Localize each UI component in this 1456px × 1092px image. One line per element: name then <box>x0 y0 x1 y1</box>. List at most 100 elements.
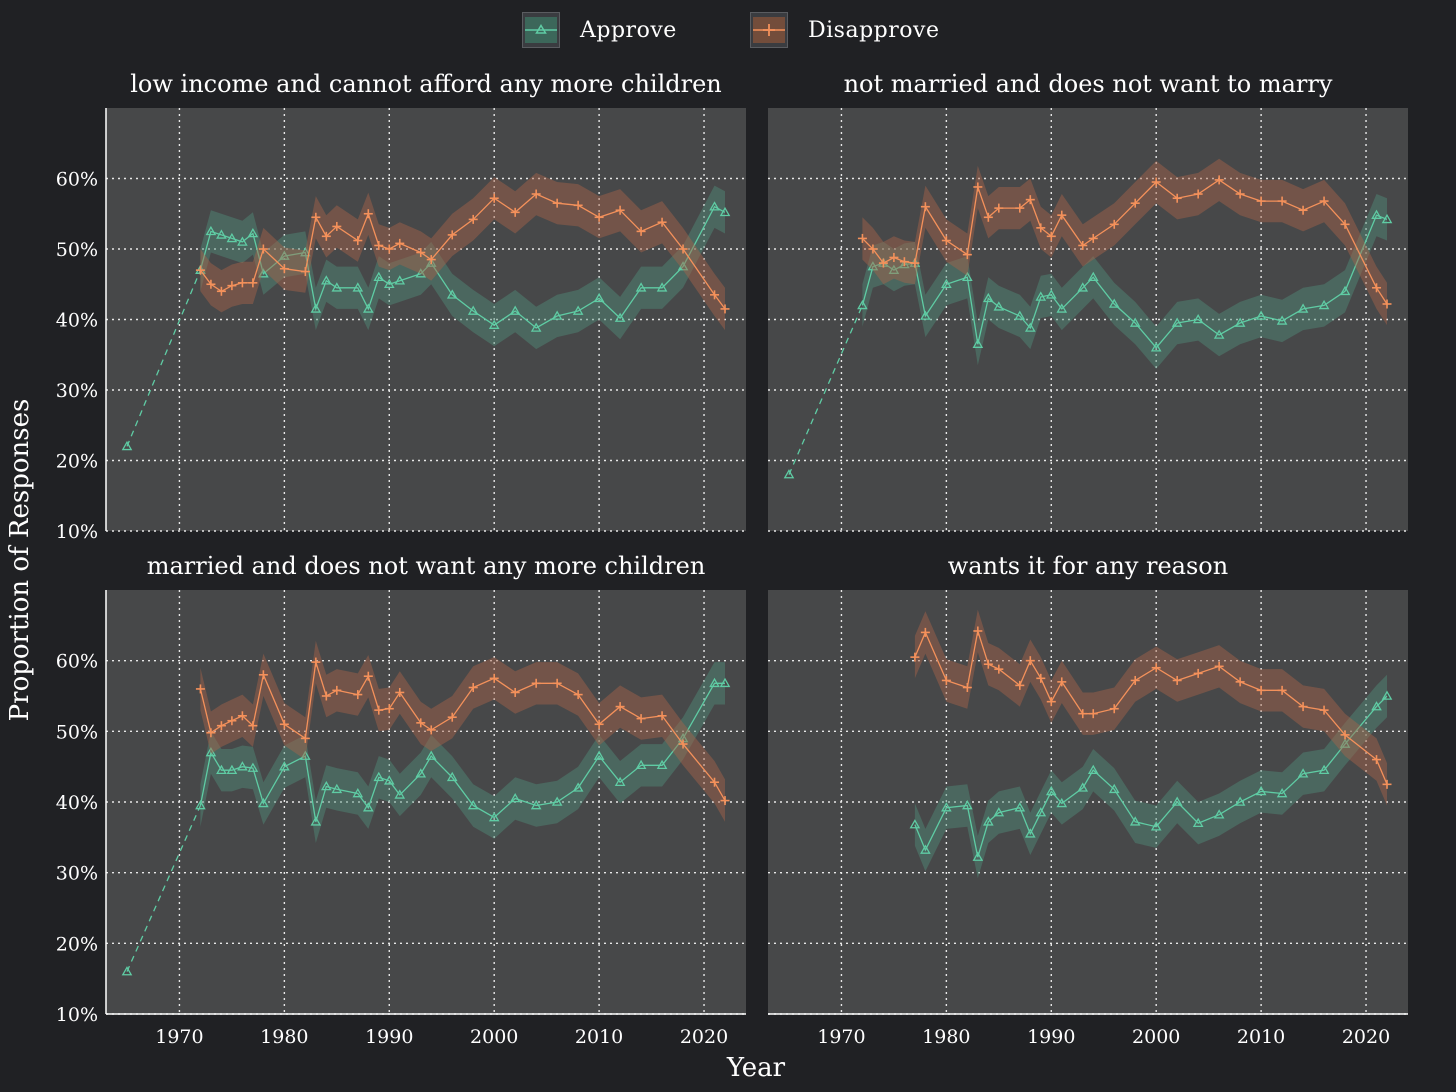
disapprove-point[interactable] <box>216 286 226 296</box>
disapprove-point[interactable] <box>1298 702 1308 712</box>
approve-point[interactable] <box>572 782 584 792</box>
disapprove-point[interactable] <box>720 304 730 314</box>
disapprove-point[interactable] <box>416 718 426 728</box>
approve-point[interactable] <box>1276 788 1288 798</box>
disapprove-point[interactable] <box>1235 677 1245 687</box>
disapprove-point[interactable] <box>426 725 436 735</box>
disapprove-point[interactable] <box>363 209 373 219</box>
approve-point[interactable] <box>300 247 311 257</box>
approve-point[interactable] <box>205 747 217 757</box>
approve-point[interactable] <box>1255 310 1267 320</box>
approve-point[interactable] <box>446 289 458 299</box>
approve-point[interactable] <box>888 264 900 274</box>
disapprove-point[interactable] <box>1382 299 1392 309</box>
approve-point[interactable] <box>205 225 217 236</box>
approve-point[interactable] <box>983 292 994 303</box>
disapprove-point[interactable] <box>868 244 878 254</box>
approve-point[interactable] <box>857 299 868 310</box>
approve-point[interactable] <box>1056 303 1068 313</box>
disapprove-point[interactable] <box>1193 189 1203 199</box>
disapprove-point[interactable] <box>889 252 899 262</box>
disapprove-point[interactable] <box>1036 223 1046 233</box>
approve-point[interactable] <box>899 258 910 269</box>
disapprove-point[interactable] <box>1277 685 1287 695</box>
approve-point[interactable] <box>1150 821 1162 831</box>
approve-point[interactable] <box>247 227 259 238</box>
disapprove-point[interactable] <box>1235 189 1245 199</box>
approve-point[interactable] <box>195 800 206 810</box>
disapprove-point[interactable] <box>1172 193 1182 203</box>
approve-point[interactable] <box>383 775 395 785</box>
disapprove-point[interactable] <box>1025 195 1035 205</box>
disapprove-point[interactable] <box>1130 198 1140 208</box>
disapprove-point[interactable] <box>468 683 478 693</box>
approve-point[interactable] <box>362 802 374 812</box>
approve-point[interactable] <box>121 440 133 451</box>
approve-point[interactable] <box>226 764 238 774</box>
approve-point[interactable] <box>415 268 427 278</box>
disapprove-point[interactable] <box>489 673 499 683</box>
approve-point[interactable] <box>993 807 1005 817</box>
approve-point[interactable] <box>467 800 479 810</box>
disapprove-point[interactable] <box>227 716 237 726</box>
disapprove-point[interactable] <box>615 205 625 215</box>
disapprove-point[interactable] <box>311 657 321 667</box>
disapprove-point[interactable] <box>395 687 405 697</box>
approve-point[interactable] <box>488 319 500 329</box>
disapprove-point[interactable] <box>468 214 478 224</box>
disapprove-point[interactable] <box>279 264 289 274</box>
approve-point[interactable] <box>920 844 931 854</box>
approve-point[interactable] <box>321 275 332 285</box>
approve-point[interactable] <box>1129 317 1141 327</box>
disapprove-point[interactable] <box>195 265 205 275</box>
disapprove-point[interactable] <box>1340 730 1350 740</box>
disapprove-point[interactable] <box>962 683 972 693</box>
approve-point[interactable] <box>1371 701 1382 711</box>
approve-point[interactable] <box>300 750 311 760</box>
approve-point[interactable] <box>310 303 322 313</box>
disapprove-point[interactable] <box>1256 685 1266 695</box>
approve-point[interactable] <box>279 761 290 771</box>
disapprove-point[interactable] <box>1057 210 1067 220</box>
approve-point[interactable] <box>509 792 521 803</box>
disapprove-point[interactable] <box>216 721 226 731</box>
approve-point[interactable] <box>1255 785 1267 796</box>
approve-point[interactable] <box>509 305 521 315</box>
approve-point[interactable] <box>1297 303 1309 313</box>
approve-point[interactable] <box>1108 298 1120 308</box>
disapprove-point[interactable] <box>720 796 730 806</box>
approve-point[interactable] <box>1056 797 1068 808</box>
approve-point[interactable] <box>446 771 458 782</box>
disapprove-point[interactable] <box>678 739 688 749</box>
disapprove-point[interactable] <box>973 182 983 192</box>
disapprove-point[interactable] <box>552 678 562 688</box>
approve-point[interactable] <box>279 250 290 260</box>
approve-point[interactable] <box>1014 310 1026 320</box>
disapprove-point[interactable] <box>1015 203 1025 213</box>
approve-point[interactable] <box>1087 271 1099 282</box>
approve-point[interactable] <box>1171 796 1183 806</box>
approve-point[interactable] <box>1381 690 1393 700</box>
disapprove-point[interactable] <box>416 248 426 258</box>
disapprove-point[interactable] <box>1057 677 1067 687</box>
approve-point[interactable] <box>1014 802 1026 812</box>
disapprove-point[interactable] <box>206 728 216 738</box>
disapprove-point[interactable] <box>615 702 625 712</box>
disapprove-point[interactable] <box>594 212 604 222</box>
approve-point[interactable] <box>909 819 921 829</box>
approve-point[interactable] <box>983 816 994 826</box>
approve-point[interactable] <box>593 750 605 760</box>
approve-point[interactable] <box>709 677 720 688</box>
approve-point[interactable] <box>425 257 437 267</box>
approve-point[interactable] <box>258 797 269 808</box>
approve-point[interactable] <box>1213 329 1225 339</box>
approve-point[interactable] <box>1318 764 1330 774</box>
approve-point[interactable] <box>216 229 227 239</box>
disapprove-point[interactable] <box>206 279 216 289</box>
disapprove-point[interactable] <box>353 236 363 246</box>
legend-disapprove[interactable]: Disapprove <box>750 10 939 50</box>
disapprove-point[interactable] <box>300 733 310 743</box>
disapprove-point[interactable] <box>573 200 583 210</box>
disapprove-point[interactable] <box>258 670 268 680</box>
disapprove-point[interactable] <box>920 202 930 212</box>
